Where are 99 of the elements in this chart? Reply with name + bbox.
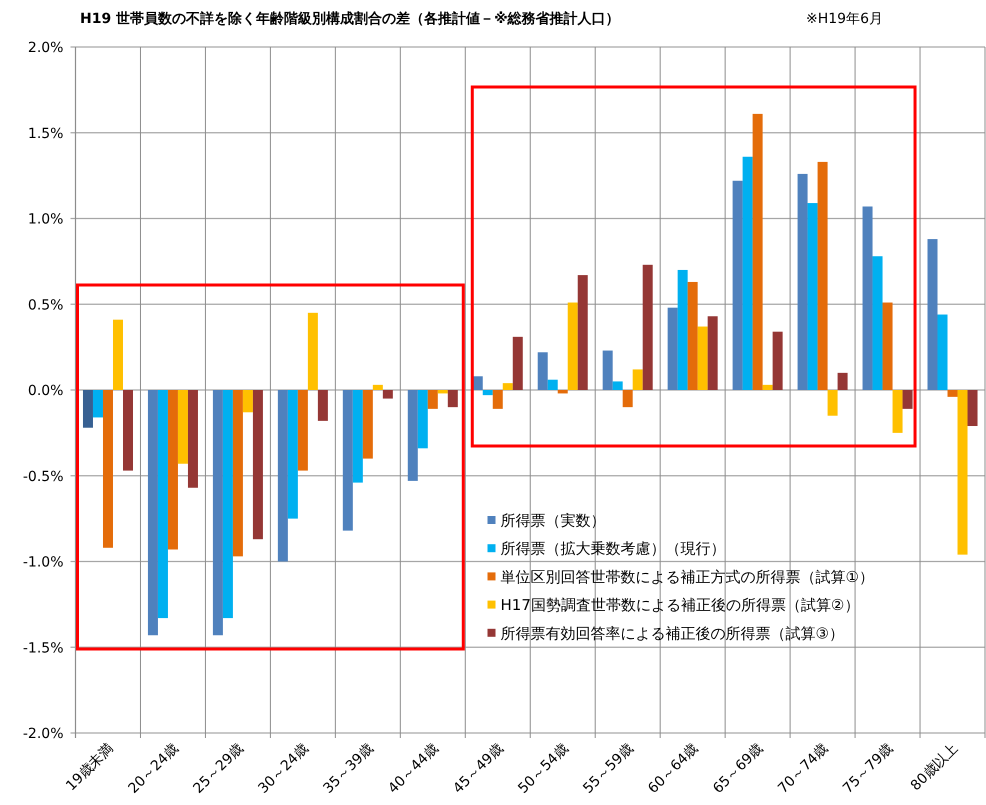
bar — [112, 320, 123, 390]
bar — [372, 384, 383, 390]
legend-label: H17国勢調査世帯数による補正後の所得票（試算②） — [500, 596, 860, 614]
bar — [838, 372, 848, 390]
legend-label: 所得票（実数） — [500, 512, 606, 530]
bar — [538, 352, 548, 390]
bar — [668, 308, 678, 390]
x-tick-label: 30～24歳 — [255, 740, 312, 797]
bar — [342, 390, 353, 531]
y-tick-label: 2.0% — [28, 40, 64, 56]
x-tick-label: 20～24歳 — [125, 740, 182, 797]
y-tick-label: 1.0% — [28, 212, 64, 228]
bar — [938, 314, 948, 390]
bar — [222, 390, 233, 618]
bar — [492, 390, 503, 409]
bar — [278, 390, 288, 562]
legend-label: 所得票有効回答率による補正後の所得票（試算③） — [500, 624, 844, 642]
x-tick-label: 60～64歳 — [645, 740, 702, 797]
bar — [512, 336, 523, 390]
bar — [808, 203, 818, 390]
bar — [212, 390, 223, 636]
bar — [428, 390, 438, 409]
x-tick-label: 55～59歳 — [580, 740, 637, 797]
x-tick-label: 25～29歳 — [190, 740, 247, 797]
bar — [382, 390, 393, 399]
bar — [148, 390, 158, 636]
bar — [862, 206, 873, 390]
bar — [892, 390, 903, 433]
x-tick-label: 45～49歳 — [450, 740, 507, 797]
bar — [242, 390, 253, 412]
bar — [732, 180, 743, 390]
bar — [232, 390, 243, 556]
bar — [362, 390, 373, 459]
x-tick-label: 65～69歳 — [710, 740, 766, 797]
bar — [678, 270, 688, 390]
bar — [948, 390, 958, 397]
bar — [958, 390, 968, 555]
bar — [752, 114, 763, 390]
y-tick-label: -2.0% — [22, 726, 64, 742]
bar — [642, 264, 653, 390]
bar — [632, 369, 643, 390]
bar — [92, 390, 103, 418]
bar — [708, 316, 718, 390]
bar — [612, 381, 623, 390]
bar — [882, 302, 893, 390]
bar — [502, 383, 513, 390]
y-tick-label: 0.5% — [28, 297, 64, 314]
bar — [698, 326, 708, 390]
bar — [82, 390, 93, 428]
bar — [168, 390, 178, 550]
bar — [558, 390, 568, 394]
bar — [188, 390, 198, 488]
legend-label: 単位区別回答世帯数による補正方式の所得票（試算①） — [500, 568, 874, 586]
x-tick-label: 40～44歳 — [385, 740, 442, 797]
x-tick-label: 50～54歳 — [515, 740, 572, 797]
bar — [742, 156, 753, 390]
bar — [318, 390, 328, 421]
bar — [602, 350, 613, 390]
bar — [928, 239, 938, 390]
x-tick-label: 80歳以上 — [908, 740, 962, 794]
bar — [448, 390, 458, 408]
bar — [568, 302, 578, 390]
bar — [548, 380, 558, 390]
bar — [308, 312, 318, 390]
text: ※H19年6月 — [806, 11, 883, 27]
bar — [252, 390, 263, 540]
bar — [762, 384, 773, 390]
y-tick-label: 1.5% — [28, 126, 64, 142]
bar — [482, 390, 493, 396]
x-tick-label: 70～74歳 — [775, 740, 832, 797]
bar — [102, 390, 113, 548]
bar — [688, 282, 698, 390]
bar — [122, 390, 133, 471]
bar — [418, 390, 428, 448]
bar — [622, 390, 633, 408]
x-tick-label: 75～79歳 — [840, 740, 896, 797]
bar — [298, 390, 308, 471]
bar — [798, 174, 808, 390]
bar — [178, 390, 188, 464]
bar — [438, 390, 448, 394]
bar — [408, 390, 418, 481]
chart-title: H19 世帯員数の不詳を除く年齢階級別構成割合の差（各推計値－※総務省推計人口） — [80, 10, 620, 27]
y-tick-label: -1.0% — [22, 554, 64, 570]
bar — [818, 162, 828, 390]
x-tick-label: 35～39歳 — [320, 740, 377, 797]
bar — [902, 390, 913, 409]
bar — [968, 390, 978, 426]
bar — [288, 390, 298, 519]
y-tick-label: -0.5% — [22, 468, 64, 485]
y-tick-label: -1.5% — [22, 640, 64, 656]
bar — [828, 390, 838, 416]
legend-label: 所得票（拡大乗数考慮）（現行） — [500, 540, 726, 558]
bar — [158, 390, 168, 618]
bar — [872, 256, 883, 390]
bar — [352, 390, 363, 483]
bar — [578, 275, 588, 390]
x-tick-label: 19歳未満 — [63, 740, 117, 794]
y-tick-label: 0.0% — [28, 383, 64, 399]
bar — [772, 332, 783, 390]
